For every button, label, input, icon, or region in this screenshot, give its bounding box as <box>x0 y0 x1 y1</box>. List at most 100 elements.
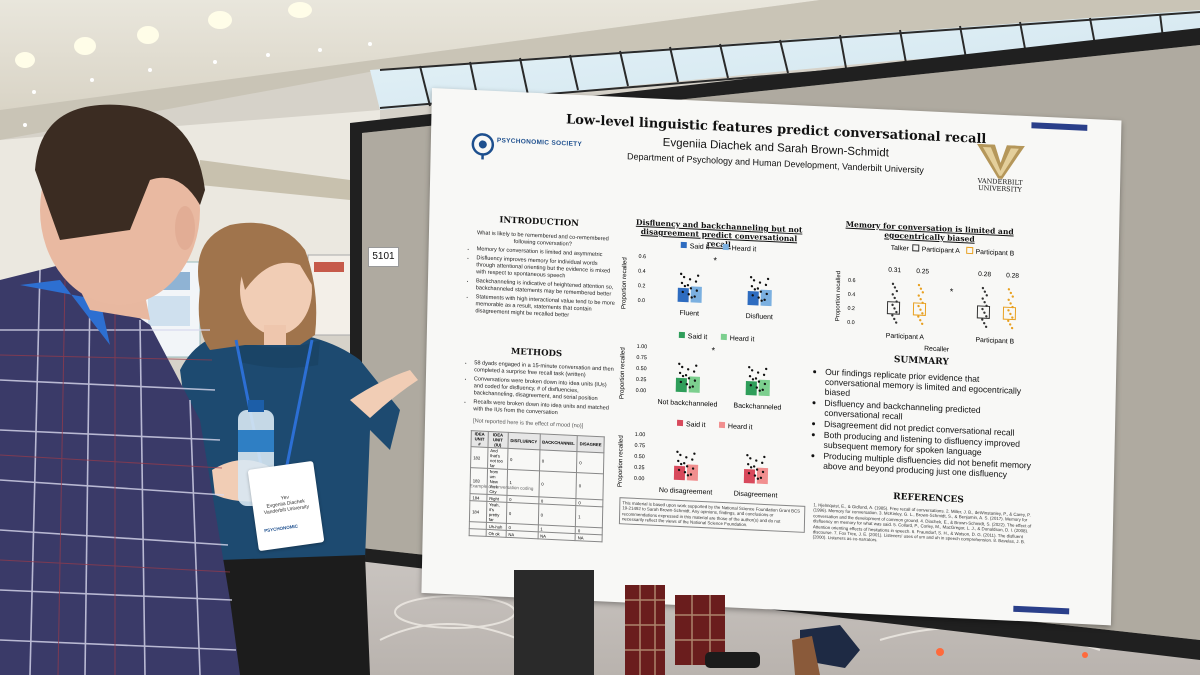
x-category-label: No disagreement <box>659 487 712 497</box>
data-point-b <box>1009 302 1012 305</box>
box-b <box>1002 306 1017 321</box>
data-point <box>755 386 758 389</box>
data-point <box>678 362 681 366</box>
data-point-b <box>1007 309 1010 312</box>
legend-heard-swatch <box>722 243 729 251</box>
legend-heard-label: Heard it <box>732 245 757 253</box>
bar-heard <box>688 376 701 393</box>
data-point <box>752 279 756 282</box>
data-point <box>679 453 682 457</box>
legend-b-label: Participant B <box>976 249 1015 258</box>
data-point <box>688 278 692 281</box>
data-point <box>749 384 753 387</box>
data-point <box>753 474 757 477</box>
data-point <box>746 453 749 457</box>
x-category-label: Participant B <box>975 337 1014 346</box>
data-point <box>693 452 696 455</box>
data-point <box>753 288 757 291</box>
legend-said-label: Said it <box>688 333 708 341</box>
data-point <box>747 472 751 475</box>
data-point-b <box>1011 295 1014 298</box>
data-point <box>754 377 758 380</box>
data-point <box>749 275 753 279</box>
data-point <box>761 461 764 465</box>
recaller-chart: Talker Participant A Participant B Proporti… <box>835 244 1019 354</box>
bar-heard <box>756 467 769 485</box>
y-tick-label: 0.2 <box>638 283 646 289</box>
y-axis-label: Proportion recalled <box>835 271 842 322</box>
data-point-a <box>981 286 985 290</box>
box-b <box>912 302 927 316</box>
data-point-b <box>921 291 925 294</box>
data-point <box>684 373 688 377</box>
y-tick-label: 0.0 <box>847 320 855 326</box>
data-point-b <box>1009 291 1013 295</box>
legend-said-swatch <box>678 331 685 339</box>
y-tick-label: 0.50 <box>636 366 647 372</box>
data-point <box>679 462 683 466</box>
data-point-b <box>921 312 924 315</box>
data-point <box>764 367 768 371</box>
data-point <box>760 299 763 302</box>
x-category-label: Backchanneled <box>733 402 781 411</box>
data-point <box>677 468 681 472</box>
data-point-a <box>985 315 988 318</box>
data-point <box>751 378 755 381</box>
data-point-a <box>893 317 896 321</box>
legend-said-label: Said it <box>686 421 706 429</box>
x-axis-label: Recaller <box>924 345 950 353</box>
y-tick-label: 0.50 <box>634 454 645 460</box>
bar-said <box>745 381 757 396</box>
research-poster: Low-level linguistic features predict co… <box>421 88 1122 626</box>
data-point <box>687 293 690 296</box>
data-point-b <box>1009 312 1012 316</box>
y-tick-label: 0.00 <box>636 388 647 394</box>
data-point-a <box>891 282 895 286</box>
data-point <box>690 296 693 299</box>
data-point-a <box>895 310 898 314</box>
data-point-a <box>981 297 984 300</box>
poster-corner-mark <box>1031 122 1088 131</box>
data-point <box>746 462 750 466</box>
y-tick-label: 0.75 <box>636 355 647 361</box>
data-point-a <box>982 322 986 325</box>
data-point-b <box>1008 323 1012 326</box>
data-point <box>695 289 699 292</box>
y-tick-label: 0.0 <box>638 298 646 304</box>
value-label-b: 0.25 <box>916 268 929 276</box>
y-tick-label: 0.6 <box>848 278 856 284</box>
value-label-b: 0.28 <box>1006 272 1019 280</box>
data-point <box>679 380 683 384</box>
bar-said <box>743 468 756 484</box>
data-point <box>759 476 763 479</box>
data-point <box>696 274 700 277</box>
effect-charts: Said it Heard it Proportion recalled 0.0 0.2… <box>617 241 781 500</box>
data-point <box>676 450 679 454</box>
psychonomic-logo-icon <box>471 133 495 160</box>
data-point-b <box>919 287 923 290</box>
data-point <box>761 470 765 474</box>
box-a <box>886 301 901 315</box>
x-category-label: Participant A <box>886 333 925 342</box>
data-point <box>688 386 691 389</box>
data-point <box>686 474 690 477</box>
badge-org: PSYCHONOMIC <box>263 523 299 534</box>
data-point-b <box>1007 288 1011 291</box>
data-point-b <box>917 294 920 297</box>
data-point <box>748 375 752 378</box>
data-point <box>763 455 766 459</box>
data-point <box>689 473 693 476</box>
legend-a-swatch <box>912 244 920 252</box>
data-point <box>759 290 763 293</box>
data-point <box>757 296 760 299</box>
data-point <box>677 459 680 463</box>
data-point <box>751 294 754 297</box>
data-point <box>758 389 761 392</box>
data-point <box>683 471 687 474</box>
data-point <box>689 287 693 290</box>
data-point-a <box>893 286 897 289</box>
data-point <box>694 280 698 283</box>
data-point <box>766 277 770 281</box>
data-point-a <box>895 300 898 303</box>
